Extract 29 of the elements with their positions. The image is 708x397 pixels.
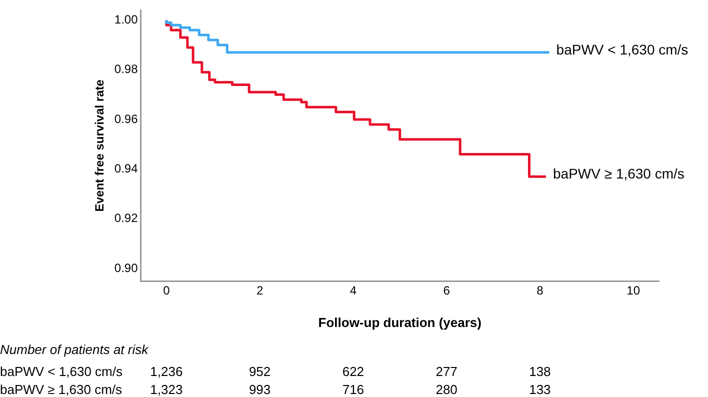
y-tick-label: 0.92 <box>114 211 138 226</box>
y-tick-label: 0.94 <box>114 162 138 176</box>
x-tick-label: 6 <box>443 284 450 298</box>
text: Number of patients at risk <box>0 342 148 357</box>
x-tick-label: 10 <box>626 284 640 298</box>
text: 1,323 <box>150 382 183 397</box>
x-tick-label: 2 <box>256 284 264 298</box>
x-tick-label: 0 <box>163 284 170 298</box>
text: 280 <box>436 382 458 397</box>
text: 993 <box>248 382 271 397</box>
text: 716 <box>342 382 364 397</box>
text: baPWV < 1,630 cm/s <box>0 364 122 379</box>
text: 133 <box>529 382 551 397</box>
x-axis-title: Follow-up duration (years) <box>318 314 482 330</box>
x-tick-label: 4 <box>350 284 357 298</box>
y-axis-title: Event free survival rate <box>92 79 107 212</box>
x-tick-label: 8 <box>536 284 544 298</box>
text: baPWV ≥ 1,630 cm/s <box>0 382 122 397</box>
text: 952 <box>248 364 271 379</box>
series-label: baPWV < 1,630 cm/s <box>556 41 688 58</box>
text: 277 <box>436 364 458 379</box>
text: 1,236 <box>150 364 183 379</box>
y-tick-label: 0.96 <box>114 112 138 126</box>
y-tick-label: 0.98 <box>114 62 138 76</box>
y-tick-label: 1.00 <box>114 12 138 26</box>
series-label: baPWV ≥ 1,630 cm/s <box>553 166 684 182</box>
text: 622 <box>342 364 364 379</box>
text: 138 <box>529 364 551 379</box>
y-tick-label: 0.90 <box>114 260 138 275</box>
